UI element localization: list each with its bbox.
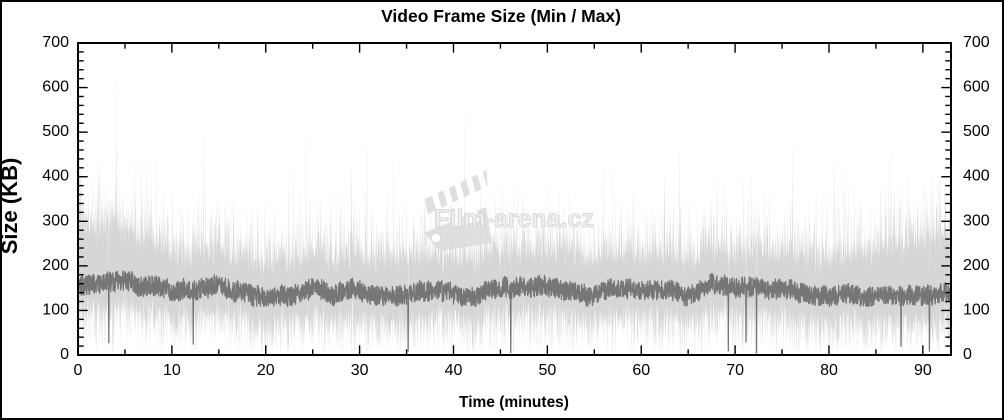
svg-text:400: 400	[42, 168, 69, 185]
svg-text:600: 600	[963, 79, 990, 96]
svg-text:700: 700	[963, 34, 990, 51]
svg-text:700: 700	[42, 34, 69, 51]
svg-text:Film-arena.cz: Film-arena.cz	[434, 205, 594, 233]
svg-text:400: 400	[963, 168, 990, 185]
svg-text:200: 200	[963, 257, 990, 274]
svg-text:70: 70	[726, 362, 744, 379]
svg-text:600: 600	[42, 79, 69, 96]
svg-text:0: 0	[60, 346, 69, 363]
svg-text:10: 10	[163, 362, 181, 379]
svg-text:0: 0	[74, 362, 83, 379]
svg-text:90: 90	[914, 362, 932, 379]
svg-text:60: 60	[632, 362, 650, 379]
svg-text:100: 100	[963, 301, 990, 318]
svg-text:Size (KB): Size (KB)	[0, 158, 22, 255]
svg-text:100: 100	[42, 301, 69, 318]
svg-text:40: 40	[445, 362, 463, 379]
svg-text:20: 20	[257, 362, 275, 379]
svg-text:500: 500	[963, 123, 990, 140]
svg-text:30: 30	[351, 362, 369, 379]
svg-text:500: 500	[42, 123, 69, 140]
svg-text:50: 50	[538, 362, 556, 379]
svg-text:300: 300	[963, 212, 990, 229]
svg-text:Time (minutes): Time (minutes)	[459, 394, 569, 411]
svg-text:0: 0	[963, 346, 972, 363]
svg-text:Video Frame Size (Min / Max): Video Frame Size (Min / Max)	[381, 6, 621, 26]
svg-text:300: 300	[42, 212, 69, 229]
svg-text:80: 80	[820, 362, 838, 379]
svg-text:200: 200	[42, 257, 69, 274]
